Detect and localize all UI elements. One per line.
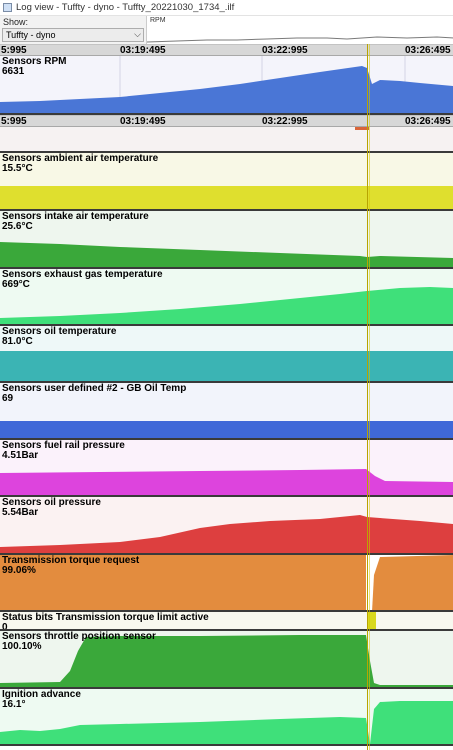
track-value: 4.51Bar	[2, 450, 39, 461]
track-ambient-label: Sensors ambient air temperature 15.5°C	[2, 154, 158, 174]
track-name: Ignition advance	[2, 689, 81, 700]
track-oil-pressure-plot	[0, 497, 453, 553]
track-value: 0	[2, 622, 8, 631]
track-spacer	[0, 127, 453, 153]
track-egt-plot	[0, 269, 453, 324]
track-name: Sensors oil temperature	[2, 326, 117, 337]
track-value: 81.0°C	[2, 336, 33, 347]
track-name: Transmission torque request	[2, 555, 140, 566]
overview-label: RPM	[150, 17, 166, 24]
show-select-value: Tuffty - dyno	[6, 30, 56, 40]
track-ambient[interactable]: Sensors ambient air temperature 15.5°C	[0, 153, 453, 211]
track-oil-temp-plot	[0, 326, 453, 381]
app-icon	[3, 3, 12, 12]
track-ignition-advance[interactable]: Ignition advance 16.1°	[0, 689, 453, 746]
track-name: Sensors user defined #2 - GB Oil Temp	[2, 383, 187, 394]
track-value: 6631	[2, 66, 25, 77]
time-cursor-line[interactable]	[367, 44, 368, 750]
track-oil-pressure[interactable]: Sensors oil pressure 5.54Bar	[0, 497, 453, 555]
ruler-tick: 03:22:995	[262, 116, 308, 127]
track-user-defined-2-label: Sensors user defined #2 - GB Oil Temp 69	[2, 384, 186, 404]
track-torque-request[interactable]: Transmission torque request 99.06%	[0, 555, 453, 612]
track-throttle[interactable]: Sensors throttle position sensor 100.10%	[0, 631, 453, 689]
track-rpm[interactable]: Sensors RPM 6631	[0, 56, 453, 115]
track-name: Sensors oil pressure	[2, 497, 101, 508]
track-rpm-label: Sensors RPM 6631	[2, 57, 66, 77]
track-oil-temp[interactable]: Sensors oil temperature 81.0°C	[0, 326, 453, 383]
track-next-partial-plot	[0, 746, 453, 750]
track-ignition-advance-plot	[0, 689, 453, 744]
window-title: Log view - Tuffty - dyno - Tuffty_202210…	[16, 2, 235, 13]
track-intake-label: Sensors intake air temperature 25.6°C	[2, 212, 149, 232]
track-value: 25.6°C	[2, 221, 33, 232]
track-value: 69	[2, 393, 14, 404]
ruler-tick: 03:19:495	[120, 116, 166, 127]
track-value: 5.54Bar	[2, 507, 39, 518]
track-name: Sensors throttle position sensor	[2, 631, 156, 642]
ruler-tick: 5:995	[1, 116, 27, 127]
track-name: Sensors ambient air temperature	[2, 153, 159, 164]
track-fuel-rail[interactable]: Sensors fuel rail pressure 4.51Bar	[0, 440, 453, 497]
track-ambient-plot	[0, 153, 453, 209]
track-torque-request-plot	[0, 555, 453, 610]
time-cursor-shadow	[369, 44, 370, 750]
track-name: Sensors intake air temperature	[2, 211, 149, 222]
track-value: 15.5°C	[2, 163, 33, 174]
track-torque-limit-label: Status bits Transmission torque limit ac…	[2, 612, 209, 631]
track-name: Sensors RPM	[2, 56, 67, 67]
chevron-down-icon[interactable]: ⌵	[134, 29, 141, 39]
overview-sparkline	[147, 36, 453, 43]
track-torque-request-label: Transmission torque request 99.06%	[2, 556, 139, 576]
track-throttle-plot	[0, 631, 453, 687]
track-name: Status bits Transmission torque limit ac…	[2, 612, 209, 623]
track-ignition-advance-label: Ignition advance 16.1°	[2, 690, 81, 710]
track-intake[interactable]: Sensors intake air temperature 25.6°C	[0, 211, 453, 269]
track-value: 16.1°	[2, 699, 26, 710]
ruler-tick: 03:22:995	[262, 45, 308, 56]
ruler-tick: 03:26:495	[405, 116, 451, 127]
track-spacer-plot	[0, 127, 453, 151]
ruler-tick: 5:995	[1, 45, 27, 56]
track-name: Sensors fuel rail pressure	[2, 440, 125, 451]
window-titlebar: Log view - Tuffty - dyno - Tuffty_202210…	[0, 0, 453, 16]
ruler-tick: 03:26:495	[405, 45, 451, 56]
track-name: Sensors exhaust gas temperature	[2, 269, 163, 280]
track-user-defined-2-plot	[0, 383, 453, 438]
show-select[interactable]: Tuffty - dyno ⌵	[2, 28, 144, 42]
track-egt-label: Sensors exhaust gas temperature 669°C	[2, 270, 163, 290]
overview-strip[interactable]: RPM	[146, 16, 453, 44]
track-egt[interactable]: Sensors exhaust gas temperature 669°C	[0, 269, 453, 326]
track-oil-temp-label: Sensors oil temperature 81.0°C	[2, 327, 116, 347]
track-rpm-plot	[0, 56, 453, 113]
time-ruler-bottom[interactable]: 5:995 03:19:495 03:22:995 03:26:495	[0, 115, 453, 127]
track-oil-pressure-label: Sensors oil pressure 5.54Bar	[2, 498, 101, 518]
track-fuel-rail-plot	[0, 440, 453, 495]
track-value: 100.10%	[2, 641, 42, 652]
track-torque-limit[interactable]: Status bits Transmission torque limit ac…	[0, 612, 453, 631]
time-ruler-top[interactable]: 5:995 03:19:495 03:22:995 03:26:495	[0, 44, 453, 56]
show-label: Show:	[3, 17, 29, 27]
track-intake-plot	[0, 211, 453, 267]
track-value: 669°C	[2, 279, 30, 290]
track-torque-limit-plot	[0, 612, 453, 629]
track-value: 99.06%	[2, 565, 36, 576]
track-user-defined-2[interactable]: Sensors user defined #2 - GB Oil Temp 69	[0, 383, 453, 440]
ruler-tick: 03:19:495	[120, 45, 166, 56]
track-throttle-label: Sensors throttle position sensor 100.10%	[2, 632, 156, 652]
track-next-partial	[0, 746, 453, 750]
track-fuel-rail-label: Sensors fuel rail pressure 4.51Bar	[2, 441, 125, 461]
